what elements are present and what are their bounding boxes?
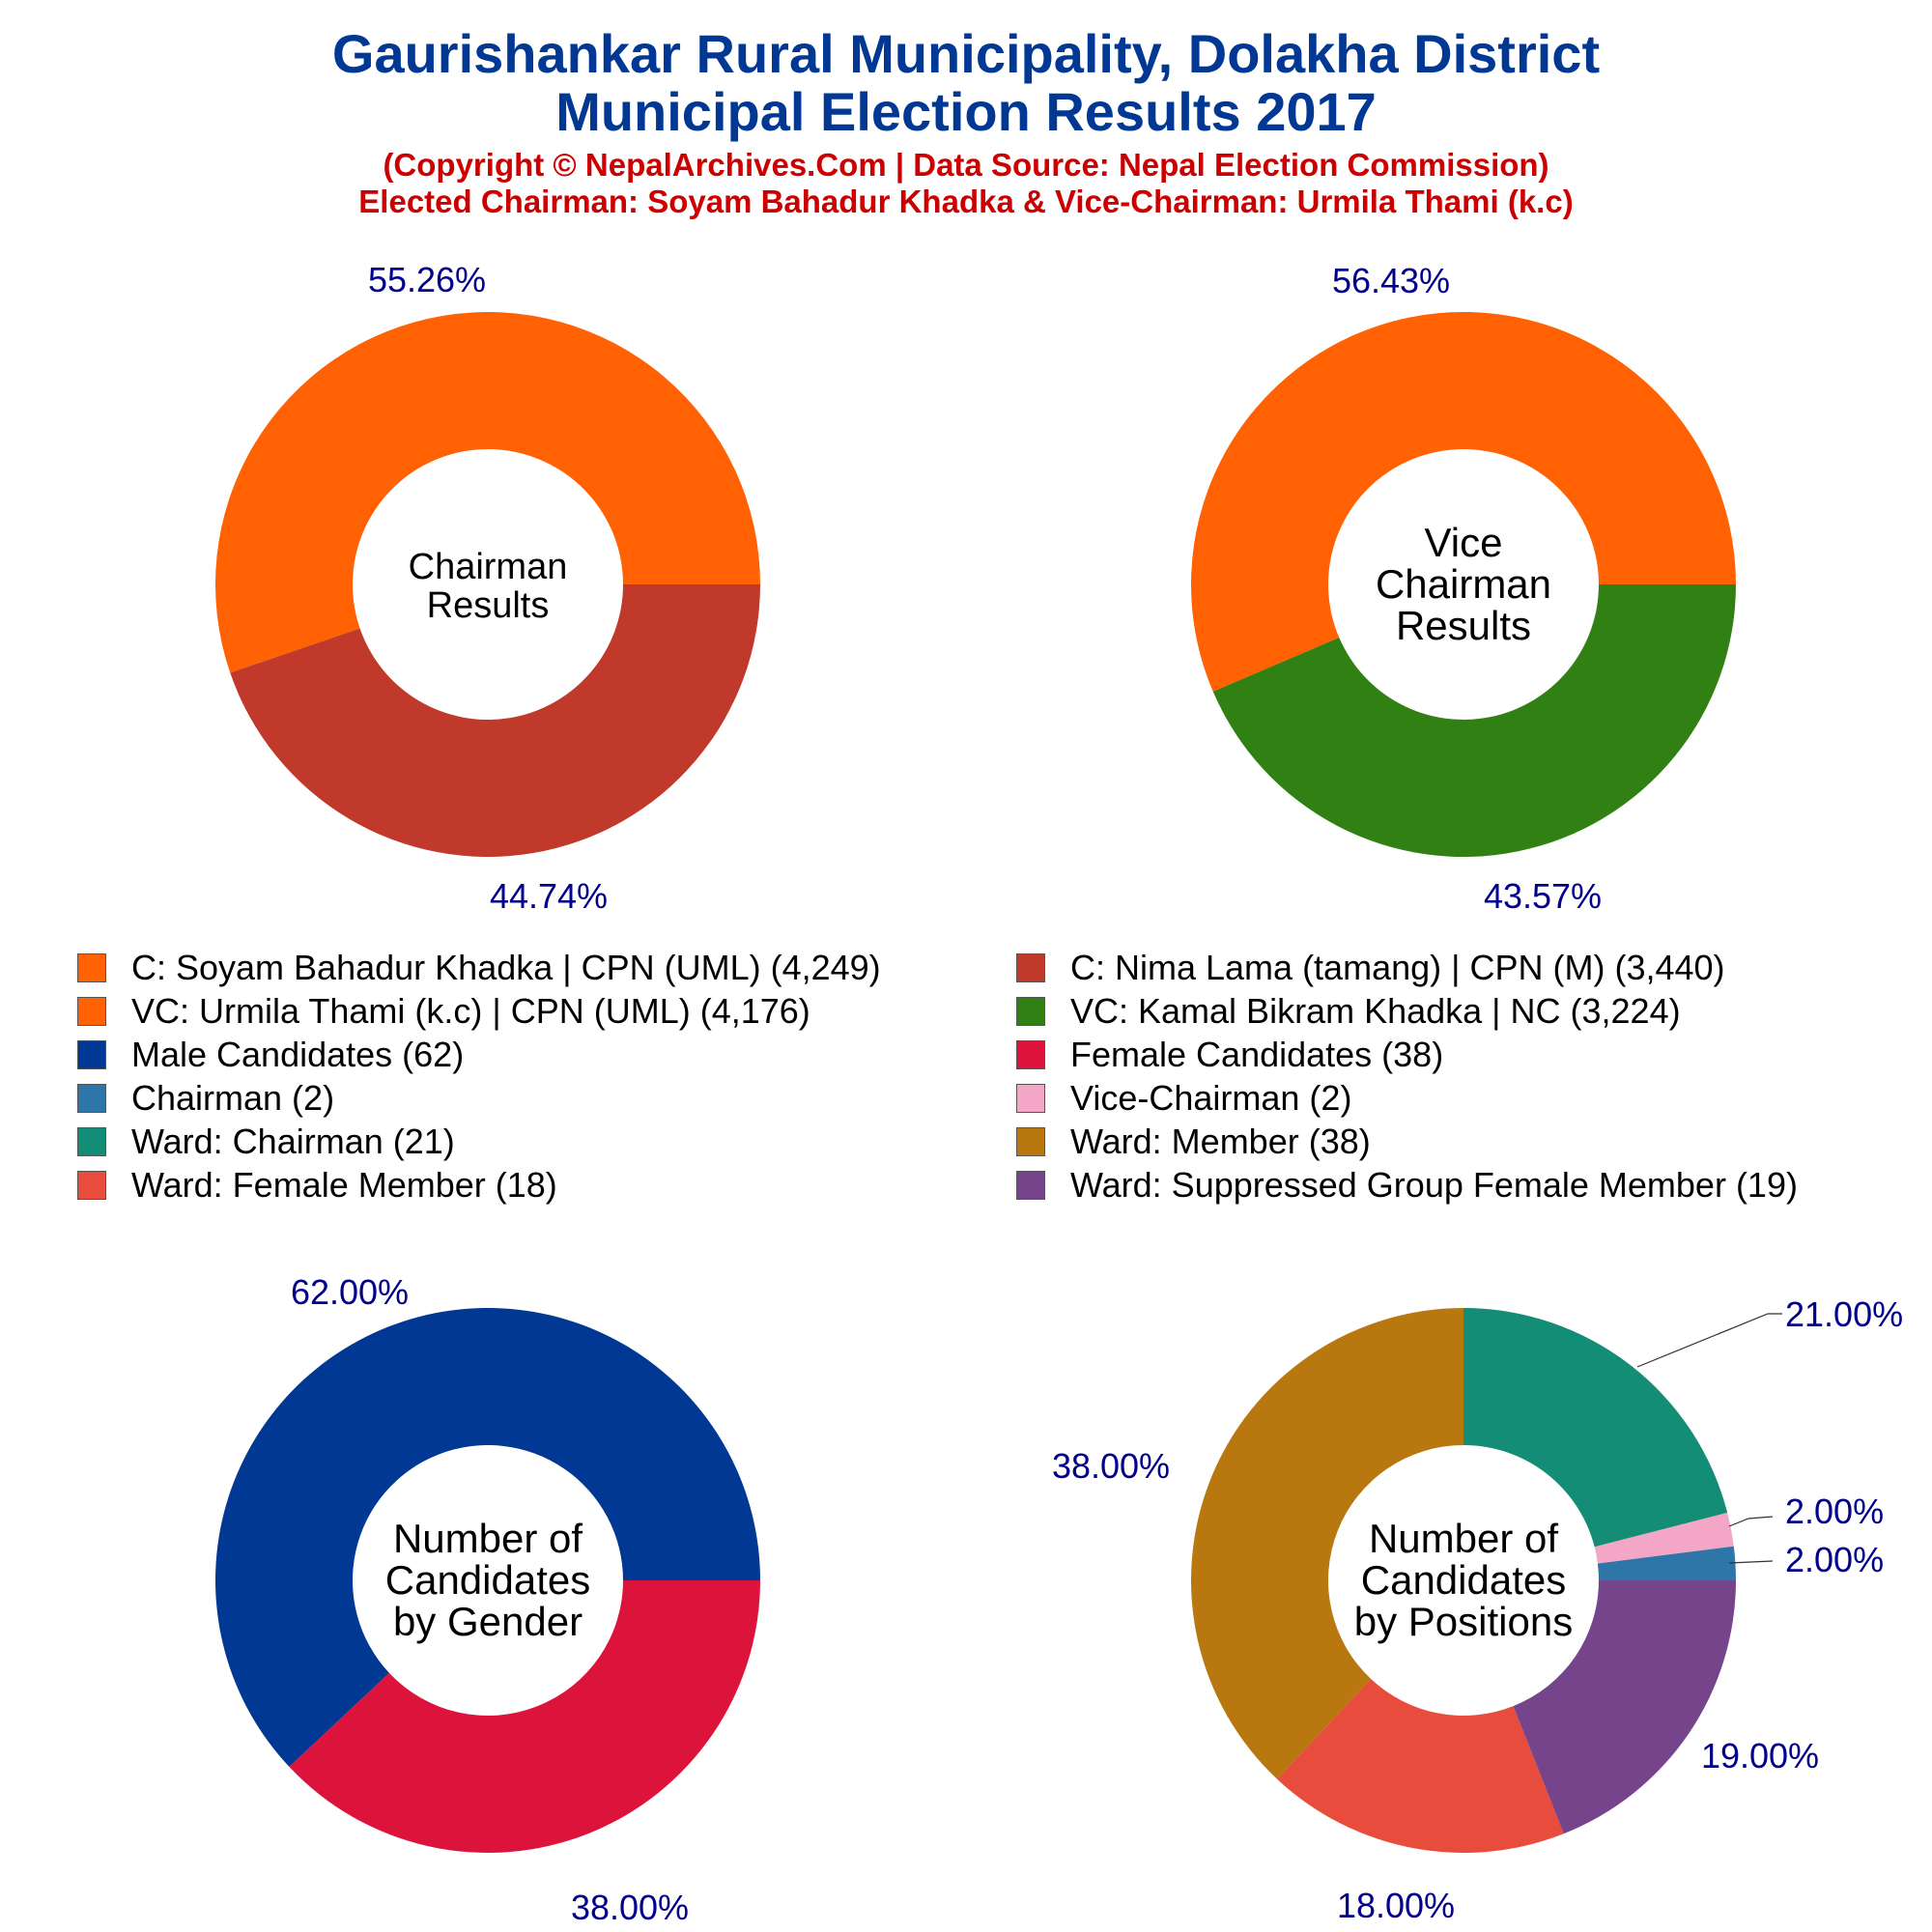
slice-percent-label: 2.00% xyxy=(1785,1492,1884,1531)
donut-center-label: Candidates xyxy=(385,1557,590,1603)
legend-label: Ward: Chairman (21) xyxy=(131,1122,455,1161)
legend-item: Male Candidates (62) xyxy=(77,1034,464,1076)
legend-swatch xyxy=(1016,953,1045,982)
legend-label: Chairman (2) xyxy=(131,1078,335,1118)
legend-label: Male Candidates (62) xyxy=(131,1035,465,1074)
pie-slice xyxy=(1212,584,1736,857)
pie-slice xyxy=(1191,1308,1463,1779)
pie-slice xyxy=(1463,1308,1728,1548)
legend-item: Ward: Chairman (21) xyxy=(77,1121,455,1163)
donut-center-label: Vice xyxy=(1425,520,1503,565)
legend-swatch xyxy=(77,997,106,1026)
legend-swatch xyxy=(1016,1127,1045,1156)
legend-label: Ward: Female Member (18) xyxy=(131,1165,557,1205)
legend-swatch xyxy=(1016,1040,1045,1069)
donut-center-label: by Gender xyxy=(393,1599,582,1644)
pie-slice xyxy=(1513,1580,1736,1834)
legend-label: Vice-Chairman (2) xyxy=(1070,1078,1352,1118)
legend-label: C: Soyam Bahadur Khadka | CPN (UML) (4,2… xyxy=(131,948,881,987)
legend-label: C: Nima Lama (tamang) | CPN (M) (3,440) xyxy=(1070,948,1725,987)
legend-label: VC: Kamal Bikram Khadka | NC (3,224) xyxy=(1070,991,1681,1031)
slice-percent-label: 43.57% xyxy=(1484,876,1602,916)
legend-swatch xyxy=(77,953,106,982)
donut-center-label: Chairman xyxy=(409,547,568,587)
pie-slice xyxy=(230,584,761,857)
slice-percent-label: 38.00% xyxy=(571,1888,689,1927)
legend-label: VC: Urmila Thami (k.c) | CPN (UML) (4,17… xyxy=(131,991,810,1031)
chart-subtitle-line1: (Copyright © NepalArchives.Com | Data So… xyxy=(383,147,1549,183)
legend-item: Female Candidates (38) xyxy=(1016,1034,1443,1076)
pie-slice xyxy=(1276,1679,1564,1853)
chart-subtitle-line2: Elected Chairman: Soyam Bahadur Khadka &… xyxy=(358,184,1574,219)
slice-percent-label: 2.00% xyxy=(1785,1540,1884,1579)
legend-item: C: Soyam Bahadur Khadka | CPN (UML) (4,2… xyxy=(77,947,881,989)
legend-label: Ward: Suppressed Group Female Member (19… xyxy=(1070,1165,1798,1205)
donut-center-label: Number of xyxy=(393,1516,582,1561)
slice-percent-label: 21.00% xyxy=(1785,1294,1903,1334)
legend-label: Ward: Member (38) xyxy=(1070,1122,1371,1161)
legend-swatch xyxy=(77,1040,106,1069)
legend-swatch xyxy=(1016,1171,1045,1200)
legend-item: Vice-Chairman (2) xyxy=(1016,1077,1351,1120)
pie-slice xyxy=(1190,311,1736,692)
donut-chart: 2.00% 2.00% 21.00% 38.00% 18.00% 19.00% Number… xyxy=(1052,1294,1903,1925)
pie-slice xyxy=(1597,1546,1736,1580)
pie-slice xyxy=(214,1308,761,1768)
legend-item: Ward: Suppressed Group Female Member (19… xyxy=(1016,1164,1798,1207)
pie-slice xyxy=(289,1580,760,1854)
pie-slice xyxy=(1594,1512,1734,1564)
slice-percent-label: 38.00% xyxy=(1052,1446,1170,1486)
slice-percent-label: 18.00% xyxy=(1337,1886,1455,1925)
legend-item: C: Nima Lama (tamang) | CPN (M) (3,440) xyxy=(1016,947,1725,989)
donut-center-label: Results xyxy=(1396,603,1531,648)
slice-percent-label: 62.00% xyxy=(291,1272,409,1312)
legend-item: Ward: Female Member (18) xyxy=(77,1164,557,1207)
legend-item: VC: Kamal Bikram Khadka | NC (3,224) xyxy=(1016,990,1681,1033)
donut-center-label: Chairman xyxy=(1376,561,1551,607)
legend-swatch xyxy=(77,1171,106,1200)
legend-item: Chairman (2) xyxy=(77,1077,334,1120)
slice-percent-label: 55.26% xyxy=(368,260,486,299)
legend-swatch xyxy=(1016,997,1045,1026)
slice-percent-label: 19.00% xyxy=(1701,1736,1819,1776)
donut-center-label: Candidates xyxy=(1361,1557,1566,1603)
legend-swatch xyxy=(77,1084,106,1113)
chart-title-line1: Gaurishankar Rural Municipality, Dolakha… xyxy=(331,23,1601,84)
slice-percent-label: 56.43% xyxy=(1332,261,1450,300)
label-leader-line xyxy=(1728,1516,1774,1527)
legend-item: Ward: Member (38) xyxy=(1016,1121,1371,1163)
legend-swatch xyxy=(1016,1084,1045,1113)
legend-swatch xyxy=(77,1127,106,1156)
chart-title-line2: Municipal Election Results 2017 xyxy=(555,81,1377,142)
donut-center-label: Results xyxy=(427,585,550,626)
donut-center-label: Number of xyxy=(1369,1516,1558,1561)
slice-percent-label: 44.74% xyxy=(490,876,608,916)
label-leader-line xyxy=(1636,1313,1782,1368)
label-leader-line xyxy=(1728,1560,1774,1564)
legend-item: VC: Urmila Thami (k.c) | CPN (UML) (4,17… xyxy=(77,990,810,1033)
pie-slice xyxy=(214,311,760,673)
donut-center-label: by Positions xyxy=(1354,1599,1573,1644)
legend-label: Female Candidates (38) xyxy=(1070,1035,1444,1074)
